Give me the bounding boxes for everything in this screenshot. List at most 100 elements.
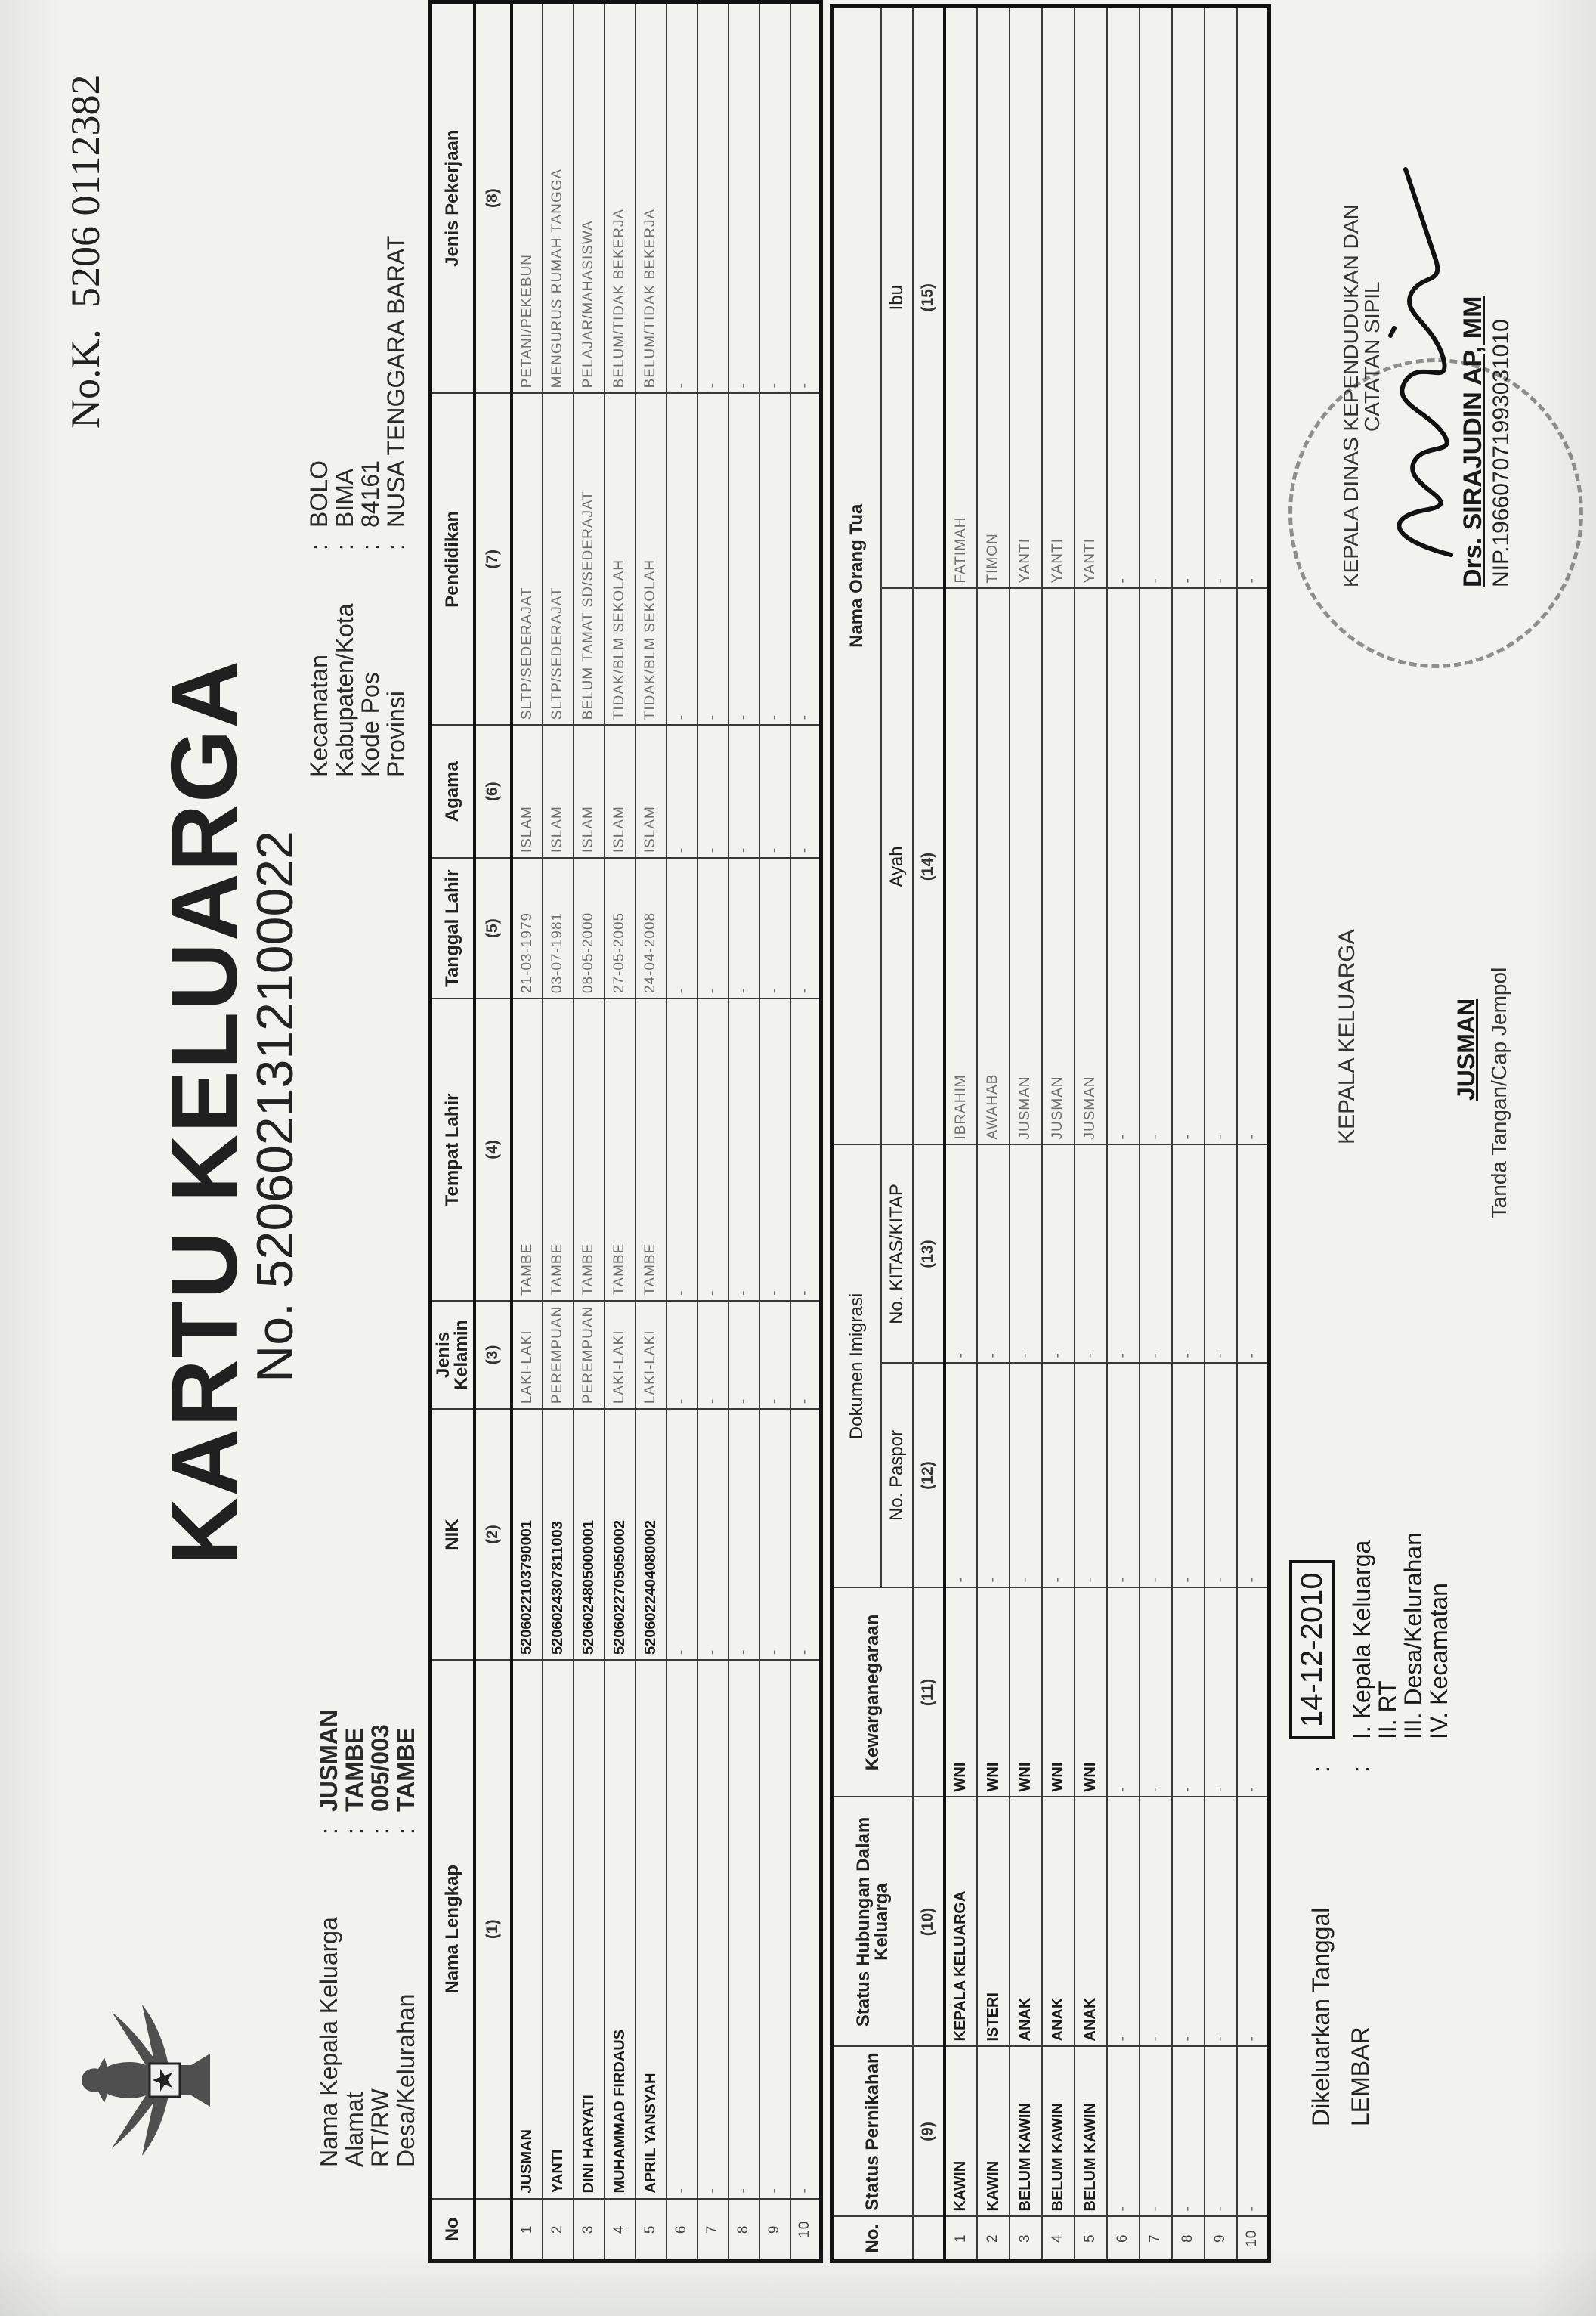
table-row: 5 APRIL YANSYAH 5206022404080002 LAKI-LAKI T… [635,2,667,2262]
field-colon: : [392,1828,419,1835]
table-cell: - [759,1300,790,1410]
table-cell: - [666,999,697,1301]
table-cell: 8 [1171,2216,1205,2262]
table-cell: KEPALA KELUARGA [944,1797,977,2047]
table-cell: - [1074,1363,1107,1588]
table-cell: - [1041,1363,1075,1588]
table-cell: 21-03-1979 [511,858,543,999]
field-value: TAMBE [392,1727,419,1812]
table-cell: - [666,725,697,859]
column-header: NIK [430,1409,475,1661]
column-number: (5) [474,858,512,999]
column-header: Jenis Kelamin [430,1300,475,1410]
table-cell: - [1171,5,1205,589]
table-cell: ISTERI [976,1797,1010,2047]
table-cell: 3 [1009,2216,1042,2262]
table-cell: JUSMAN [1041,588,1075,1145]
field-value: BIMA [331,468,358,528]
table-cell: - [790,2,821,394]
table-cell: YANTI [1074,5,1107,589]
table-cell: BELUM KAWIN [1009,2046,1042,2217]
table-cell: - [666,393,697,726]
column-number: (10) [912,1797,945,2047]
table-cell: TIDAK/BLM SEKOLAH [635,393,667,726]
lembar-colon: : [1347,1766,1374,1773]
column-header: No [430,2198,475,2262]
table-cell: PETANI/PEKEBUN [511,2,543,394]
table-cell: - [728,999,759,1301]
family-members-table: No Nama Lengkap NIK Jenis Kelamin Tempat Lah… [428,0,823,2263]
table-cell: TAMBE [573,999,605,1301]
header-ayah: Ayah [880,588,913,1145]
issued-colon: : [1307,1766,1335,1773]
table-cell: - [1171,2046,1205,2217]
table-cell: - [759,393,790,726]
table-cell: - [759,1409,790,1661]
table-cell: ANAK [1009,1797,1042,2047]
table-cell: BELUM/TIDAK BEKERJA [604,2,636,394]
table-cell: - [790,393,821,726]
table-cell: 27-05-2005 [604,858,636,999]
header-ibu: Ibu [880,5,913,589]
table-cell: ISLAM [511,725,543,859]
table-cell: - [976,1363,1010,1588]
issued-label: Dikeluarkan Tanggal [1307,1907,1335,2126]
table-cell: 03-07-1981 [542,858,574,999]
table-cell: - [944,1363,977,1588]
table-cell: IBRAHIM [944,588,977,1145]
official-nip: NIP.196607071993031010 [1489,319,1514,587]
table-cell: - [759,999,790,1301]
table-cell: BELUM/TIDAK BEKERJA [635,2,667,394]
table-cell: MENGURUS RUMAH TANGGA [542,2,574,394]
table-cell: - [1041,1144,1075,1364]
table-cell: - [1204,1587,1237,1797]
table-cell: - [697,858,728,999]
table-cell: - [1236,1363,1270,1588]
table-cell: ISLAM [573,725,605,859]
table-cell: - [697,1660,728,2199]
table-cell: - [1106,2046,1140,2217]
table-cell: - [1204,1144,1237,1364]
table-cell: SLTP/SEDERAJAT [511,393,543,726]
table-cell: 8 [728,2198,759,2262]
table-cell: - [1106,1144,1140,1364]
table-cell: BELUM TAMAT SD/SEDERAJAT [573,393,605,726]
table-cell: - [728,2,759,394]
field-label: Kode Pos [357,672,384,777]
column-number: (14) [912,588,945,1145]
field-colon: : [382,543,410,550]
header-left: Nama Kepala Keluarga: JUSMAN Alamat: TAMBE R… [315,1710,419,2167]
table-cell: 3 [573,2198,605,2262]
kk-sign-title: KEPALA KELUARGA [1335,929,1359,1144]
table-cell: - [1106,588,1140,1145]
table-cell: 10 [790,2198,821,2262]
table-cell: TAMBE [604,999,636,1301]
table-cell: AWAHAB [976,588,1010,1145]
lembar-item: IV. Kecamatan [1425,1583,1452,1739]
column-header: Tanggal Lahir [430,858,475,999]
table-cell: PELAJAR/MAHASISWA [573,2,605,394]
field-label: Kecamatan [305,655,332,777]
table-row: 1 KAWIN KEPALA KELUARGA WNI - - IBRAHIM FATIMAH [944,5,977,2262]
field-label: Provinsi [382,691,410,777]
table-cell: - [1171,1144,1205,1364]
table-cell: - [1106,1797,1140,2047]
official-name: Drs. SIRAJUDIN AP, MM [1458,296,1487,587]
table-cell: - [1236,1797,1270,2047]
issued-date: 14-12-2010 [1289,1560,1335,1739]
table-row: 10- - - - - - - - [790,2,821,2262]
table-cell: - [728,858,759,999]
table-cell: - [1106,1587,1140,1797]
table-cell: MUHAMMAD FIRDAUS [604,1660,636,2199]
table-cell: 2 [976,2216,1010,2262]
table-cell: 24-04-2008 [635,858,667,999]
table-cell: 5 [635,2198,667,2262]
header-field: RT/RW: 005/003 [367,1710,394,2167]
table-cell: - [976,1144,1010,1364]
table-cell: - [1204,5,1237,589]
table-cell: 10 [1236,2216,1270,2262]
table-cell: - [697,2,728,394]
table-cell: 7 [1139,2216,1172,2262]
table-cell: 5206022404080002 [635,1409,667,1661]
